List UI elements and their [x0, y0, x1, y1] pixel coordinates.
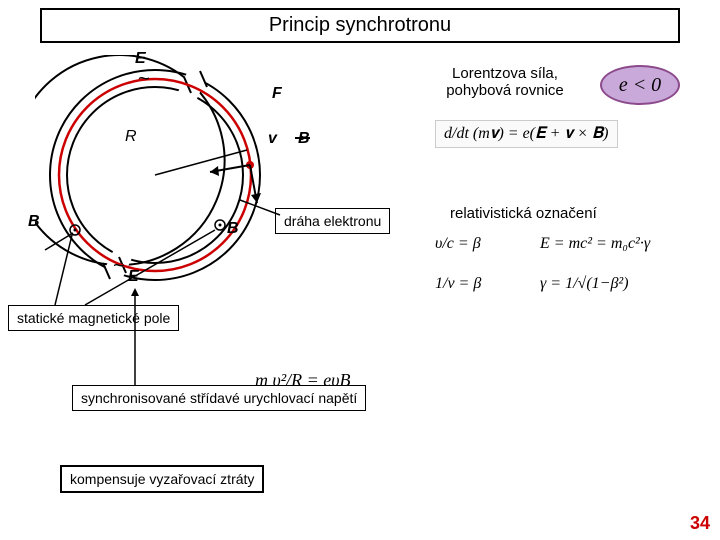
charge-condition: e < 0: [600, 65, 680, 105]
draha-box: dráha elektronu: [275, 208, 390, 234]
page-title: Princip synchrotronu: [40, 8, 680, 43]
label-tilde-bottom: ~: [113, 255, 125, 278]
centripetal-eq-text: m υ²/R = eυB: [255, 370, 351, 390]
label-v: v: [268, 130, 277, 148]
static-b-box: statické magnetické pole: [8, 305, 179, 331]
draha-text: dráha elektronu: [284, 213, 381, 229]
freq-eq-text: 1/ν = β: [435, 275, 481, 292]
lorentz-equation: d/dt (m𝐯) = e(𝐄 + 𝐯 × 𝐁): [435, 120, 618, 148]
compensate-box: kompensuje vyzařovací ztráty: [60, 465, 264, 493]
compensate-text: kompensuje vyzařovací ztráty: [70, 471, 254, 487]
sync-field-text: synchronisované střídavé urychlovací nap…: [81, 390, 357, 406]
label-E-bottom: E: [128, 268, 139, 286]
mc2-eq-text: E = mc² = m₀c²·γ: [540, 235, 650, 252]
lorentz-eq-text: d/dt (m𝐯) = e(𝐄 + 𝐯 × 𝐁): [444, 125, 609, 142]
label-E-top: E: [135, 50, 146, 68]
page-number: 34: [690, 513, 710, 534]
label-B-in: B: [227, 220, 239, 238]
mc2-eq: E = mc² = m₀c²·γ: [540, 235, 650, 253]
beta-eq-text: υ/c = β: [435, 235, 481, 252]
label-R: R: [125, 128, 137, 146]
synchrotron-svg: [35, 55, 275, 295]
label-B-right: B: [298, 130, 310, 148]
gamma-eq-text: γ = 1/√(1−β²): [540, 275, 629, 292]
label-tilde-top: ~: [138, 68, 150, 91]
gamma-eq: γ = 1/√(1−β²): [540, 275, 629, 293]
lorentz-text: Lorentzova síla, pohybová rovnice: [430, 65, 580, 99]
beta-eq: υ/c = β: [435, 235, 481, 253]
charge-condition-text: e < 0: [619, 74, 661, 97]
static-b-text: statické magnetické pole: [17, 310, 170, 326]
label-F: F: [272, 85, 282, 103]
centripetal-eq: m υ²/R = eυB: [255, 370, 351, 391]
synchrotron-diagram: [35, 55, 275, 295]
label-B-left: B: [28, 213, 40, 231]
title-text: Princip synchrotronu: [269, 14, 451, 36]
relativistic-label: relativistická označení: [450, 205, 597, 222]
freq-eq: 1/ν = β: [435, 275, 481, 293]
